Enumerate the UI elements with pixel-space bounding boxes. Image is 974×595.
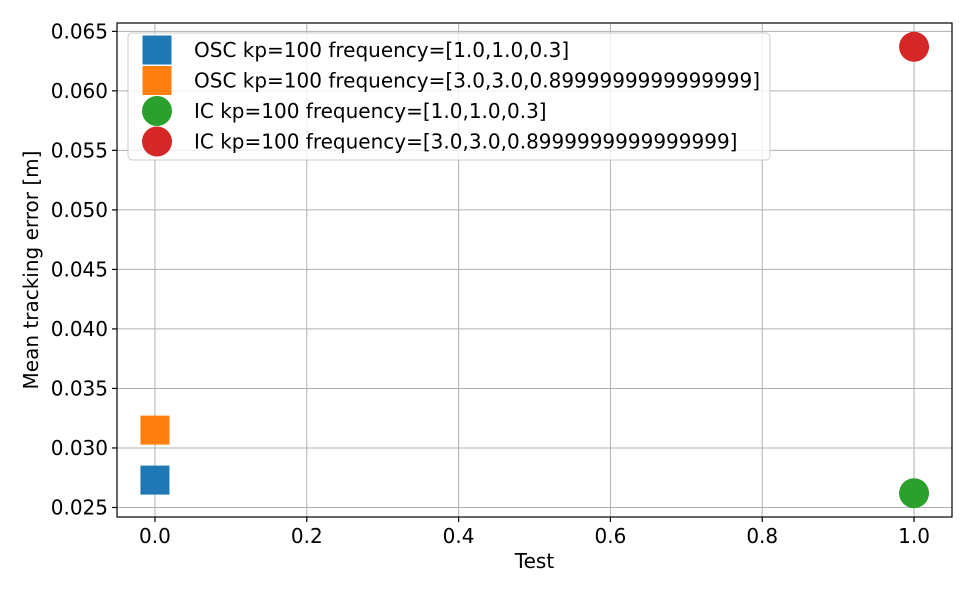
y-tick-label: 0.025 [51,495,108,519]
legend-entry-label: OSC kp=100 frequency=[1.0,1.0,0.3] [194,38,569,62]
legend-entry-label: OSC kp=100 frequency=[3.0,3.0,0.89999999… [194,69,760,93]
y-tick-label: 0.030 [51,436,108,460]
data-markers [140,31,930,509]
x-tick-label: 1.0 [898,524,930,548]
y-axis-label: Mean tracking error [m] [19,151,43,390]
legend-square-marker [142,35,172,65]
square-data-point [140,465,170,495]
y-tick-label: 0.035 [51,376,108,400]
legend: OSC kp=100 frequency=[1.0,1.0,0.3] OSC kp… [127,32,771,161]
circle-data-point [899,478,930,509]
y-tick-label: 0.060 [51,79,108,103]
axis-ticks: 0.0 0.2 0.4 0.6 0.8 1.0 0.025 0.030 0.035 0.040 0.… [51,19,930,548]
x-tick-label: 0.8 [746,524,778,548]
y-tick-label: 0.050 [51,198,108,222]
legend-entry-label: IC kp=100 frequency=[3.0,3.0,0.899999999… [194,130,737,154]
y-tick-label: 0.040 [51,317,108,341]
y-tick-label: 0.065 [51,19,108,43]
y-tick-label: 0.055 [51,138,108,162]
x-tick-label: 0.6 [595,524,627,548]
x-axis-label: Test [514,549,555,573]
square-data-point [140,415,170,445]
legend-circle-marker [142,96,172,126]
legend-circle-marker [142,126,172,157]
legend-square-marker [142,66,172,95]
x-tick-label: 0.0 [139,524,171,548]
y-tick-label: 0.045 [51,257,108,281]
legend-entry-label: IC kp=100 frequency=[1.0,1.0,0.3] [194,99,547,123]
circle-data-point [899,31,930,62]
legend-box [127,32,771,161]
x-tick-label: 0.4 [443,524,475,548]
x-tick-label: 0.2 [291,524,323,548]
